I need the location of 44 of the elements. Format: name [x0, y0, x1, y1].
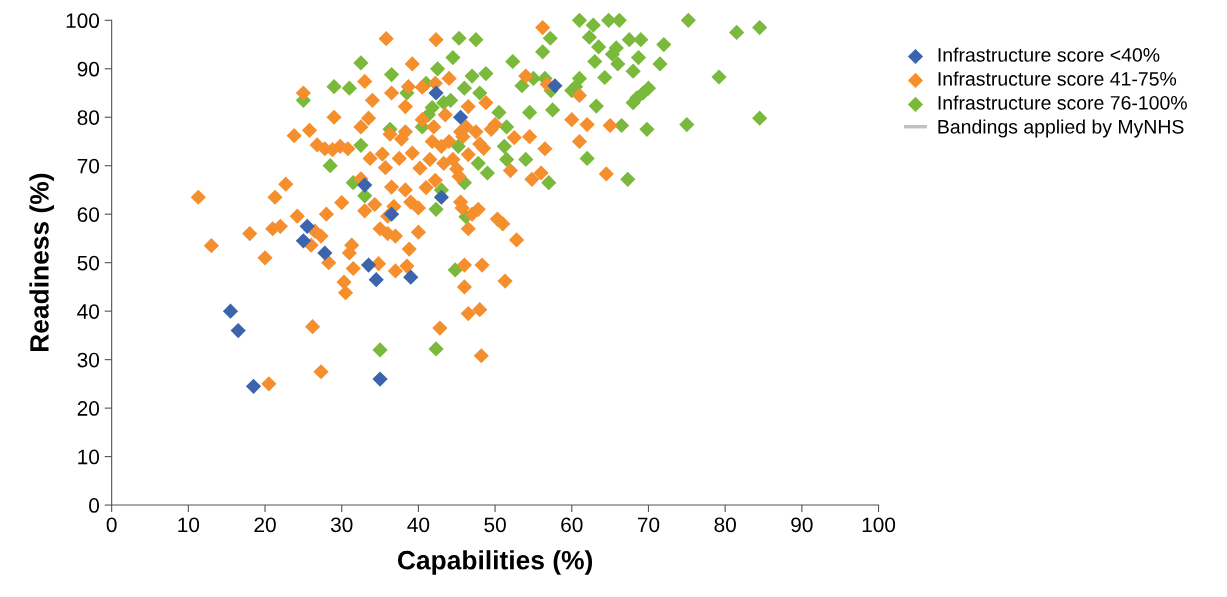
x-tick-label: 10: [178, 517, 200, 533]
y-tick-label: 60: [77, 207, 100, 222]
point: [368, 272, 384, 288]
y-tick-label: 80: [77, 110, 100, 125]
y-axis-title: Readiness (%): [29, 173, 54, 352]
point: [360, 257, 377, 273]
y-tick-label: 30: [77, 352, 100, 368]
legend-label: Infrastructure score <40%: [938, 47, 1160, 62]
point: [383, 206, 400, 222]
x-tick-label: 30: [330, 517, 353, 533]
point: [403, 269, 419, 285]
y-tick-label: 10: [78, 449, 100, 465]
point: [433, 189, 450, 205]
x-tick-label: 40: [407, 517, 430, 533]
x-tick-label: 20: [254, 517, 276, 533]
y-tick-label: 0: [89, 498, 100, 513]
point: [317, 245, 333, 261]
point: [547, 78, 563, 94]
x-tick-label: 70: [637, 517, 660, 533]
point: [372, 371, 388, 387]
y-tick-label: 50: [77, 255, 100, 271]
x-tick-label: 100: [862, 517, 896, 533]
x-tick-label: 80: [714, 517, 736, 533]
point: [222, 303, 239, 319]
legend-label: Infrastructure score 76-100%: [938, 95, 1187, 110]
y-tick-label: 40: [77, 304, 100, 319]
y-tick-label: 90: [77, 61, 100, 77]
point: [452, 109, 469, 125]
x-tick-label: 60: [561, 517, 583, 533]
x-tick-label: 90: [791, 517, 813, 533]
legend-label: Bandings applied by MyNHS: [938, 119, 1184, 138]
y-tick-label: 20: [77, 401, 100, 416]
point: [428, 85, 444, 101]
point: [230, 322, 246, 339]
point: [245, 378, 262, 394]
y-tick-label: 100: [66, 13, 100, 29]
y-tick-label: 70: [77, 158, 100, 174]
legend-label: Infrastructure score 41-75%: [938, 71, 1177, 86]
x-tick-label: 50: [484, 517, 506, 533]
x-axis-title: Capabilities (%): [397, 550, 593, 575]
x-tick-label: 0: [106, 517, 117, 533]
point: [295, 233, 311, 249]
point: [299, 218, 315, 234]
point: [357, 177, 373, 193]
